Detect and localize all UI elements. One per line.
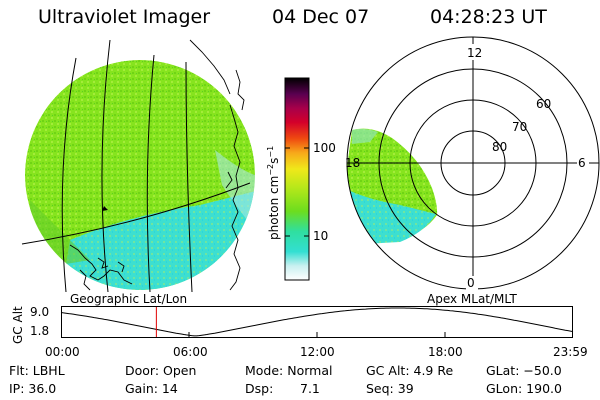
mlat-70-label: 70 bbox=[512, 120, 528, 134]
subsatellite-marker bbox=[102, 206, 108, 211]
geographic-panel-label: Geographic Lat/Lon bbox=[70, 292, 188, 306]
date-label: 04 Dec 07 bbox=[272, 6, 370, 28]
mlat-60-label: 60 bbox=[536, 97, 552, 111]
orbit-altitude-plot bbox=[60, 306, 574, 338]
polar-aurora-region bbox=[347, 128, 438, 244]
longitude-lines bbox=[61, 39, 193, 293]
mlt-0-label: 0 bbox=[467, 276, 475, 290]
instrument-title: Ultraviolet Imager bbox=[38, 6, 211, 28]
altitude-curve bbox=[60, 307, 574, 337]
ip-info: IP: 36.0 bbox=[9, 381, 57, 396]
colorbar-tick-100: 100 bbox=[313, 141, 336, 155]
coastlines bbox=[69, 39, 245, 291]
apex-panel-label: Apex MLat/MLT bbox=[427, 292, 517, 306]
dsp-value: 7.1 bbox=[300, 381, 320, 396]
mlt-12-label: 12 bbox=[467, 46, 483, 60]
latitude-line bbox=[21, 182, 251, 245]
door-info: Door: Open bbox=[125, 363, 197, 378]
x-tick-1: 06:00 bbox=[173, 345, 208, 359]
mlt-6-label: 6 bbox=[578, 156, 586, 170]
filter-info: Flt: LBHL bbox=[9, 363, 65, 378]
orbit-y-bottom: 1.8 bbox=[30, 324, 50, 338]
x-tick-0: 00:00 bbox=[45, 345, 80, 359]
gain-info: Gain: 14 bbox=[125, 381, 178, 396]
mlt-18-label: 18 bbox=[345, 156, 361, 170]
glon-info: GLon: 190.0 bbox=[486, 381, 562, 396]
orbit-y-top: 9.0 bbox=[30, 305, 50, 319]
x-tick-2: 12:00 bbox=[300, 345, 335, 359]
dsp-label: Dsp: bbox=[245, 381, 274, 396]
mlat-80-label: 80 bbox=[492, 140, 508, 154]
x-tick-3: 18:00 bbox=[428, 345, 463, 359]
x-tick-4: 23:59 bbox=[553, 345, 588, 359]
color-scale-bar bbox=[284, 77, 310, 281]
time-label: 04:28:23 UT bbox=[430, 6, 547, 28]
mode-info: Mode: Normal bbox=[245, 363, 333, 378]
glat-info: GLat: −50.0 bbox=[486, 363, 562, 378]
seq-info: Seq: 39 bbox=[366, 381, 414, 396]
orbit-ylabel: GC Alt bbox=[11, 306, 25, 344]
polar-grid bbox=[346, 36, 600, 290]
colorbar-tick-10: 10 bbox=[313, 229, 329, 243]
gc-alt-info: GC Alt: 4.9 Re bbox=[366, 363, 454, 378]
